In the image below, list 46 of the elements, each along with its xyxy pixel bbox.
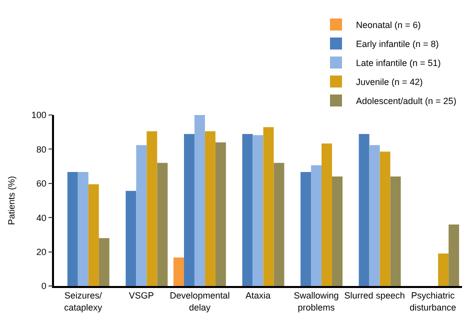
bar: [88, 184, 99, 286]
y-tick-label: 0: [41, 281, 46, 292]
bar: [98, 238, 110, 286]
legend-label: Adolescent/adult (n = 25): [356, 96, 456, 106]
bar: [215, 142, 226, 286]
y-tick-label: 40: [36, 212, 46, 223]
bar: [126, 190, 136, 286]
x-tick-label: VSGP: [128, 290, 154, 301]
y-tick-label: 80: [36, 144, 46, 154]
bar: [390, 176, 401, 286]
legend-label: Juvenile (n = 42): [356, 77, 423, 88]
x-tick-label: Ataxia: [245, 290, 271, 301]
bar: [380, 152, 390, 286]
bar: [184, 134, 194, 286]
bar: [252, 135, 264, 286]
legend-label: Neonatal (n = 6): [356, 20, 421, 30]
x-tick-label: Seizures/ cataplexy: [64, 290, 103, 312]
y-tick-label: 60: [36, 178, 46, 189]
bar: [274, 162, 284, 286]
bar: [173, 257, 184, 286]
bar: [300, 172, 312, 286]
bar: [369, 145, 380, 286]
bar: [136, 145, 147, 286]
legend-label: Late infantile (n = 51): [356, 58, 441, 68]
bar: [332, 176, 343, 286]
bar: [242, 134, 253, 286]
bar: [146, 131, 158, 286]
bar: [358, 134, 370, 286]
legend-label: Early infantile (n = 8): [356, 39, 439, 50]
bar: [194, 115, 205, 286]
bar: [157, 162, 168, 286]
bar: [311, 165, 322, 286]
bar: [204, 131, 216, 286]
bar: [438, 254, 449, 286]
x-tick-label: Swallowing problems: [294, 290, 339, 312]
x-tick-label: Developmental delay: [170, 290, 230, 312]
y-tick-label: 20: [36, 246, 46, 257]
y-tick-label: 100: [31, 110, 46, 120]
bar: [448, 224, 460, 286]
bar: [78, 172, 88, 286]
y-axis-title: Patients (%): [6, 176, 16, 226]
bar: [67, 172, 78, 286]
x-tick-label: Psychiatric disturbance: [410, 290, 456, 312]
bar: [263, 127, 274, 286]
bar: [322, 144, 332, 286]
x-tick-label: Slurred speech: [344, 290, 405, 301]
